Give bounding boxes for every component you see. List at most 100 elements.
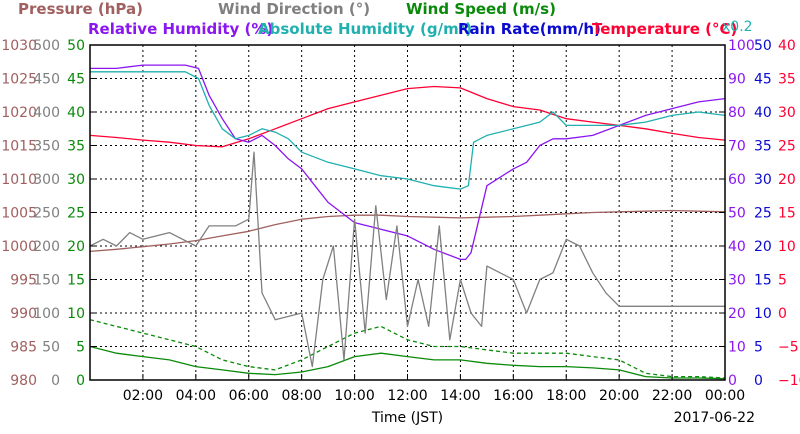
y-tick-label: 0	[778, 306, 787, 322]
y-tick-label: 15	[754, 273, 772, 289]
y-tick-label: 990	[10, 306, 37, 322]
axes	[89, 44, 726, 381]
date-label: 2017-06-22	[674, 410, 755, 426]
x-tick-label: 10:00	[334, 388, 374, 404]
y-tick-label: 40	[778, 38, 796, 54]
y-tick-label: 40	[754, 105, 772, 121]
y-tick-label: 20	[754, 239, 772, 255]
y-tick-label: 40	[67, 105, 85, 121]
x-tick-label: 16:00	[493, 388, 533, 404]
y-tick-label: 980	[10, 373, 37, 389]
y-tick-label: 250	[33, 206, 60, 222]
series-line	[89, 209, 726, 253]
y-tick-label: 1030	[1, 38, 37, 54]
y-tick-label: 25	[778, 139, 796, 155]
x-tick-label: 00:00	[705, 388, 745, 404]
y-tick-label: −10	[778, 373, 800, 389]
y-tick-label: 70	[728, 139, 746, 155]
y-tick-label: 1005	[1, 206, 37, 222]
y-tick-label: 200	[33, 239, 60, 255]
y-tick-label: 300	[33, 172, 60, 188]
y-tick-label: 40	[728, 239, 746, 255]
y-tick-label: 5	[778, 273, 787, 289]
y-tick-label: 45	[754, 72, 772, 88]
x-tick-label: 06:00	[229, 388, 269, 404]
y-tick-label: 150	[33, 273, 60, 289]
legend-entry: Relative Humidity (%)	[88, 20, 273, 38]
x-tick-label: 18:00	[546, 388, 586, 404]
x-axis-label: Time (JST)	[371, 410, 443, 426]
y-tick-label: 1010	[1, 172, 37, 188]
y-tick-label: 15	[778, 206, 796, 222]
y-tick-label: 500	[33, 38, 60, 54]
x-tick-label: 20:00	[599, 388, 639, 404]
y-tick-label: 1015	[1, 139, 37, 155]
x-tick-label: 08:00	[281, 388, 321, 404]
y-tick-label: 35	[754, 139, 772, 155]
series-line	[90, 71, 726, 190]
y-tick-label: 35	[778, 72, 796, 88]
y-tick-label: 5	[754, 340, 763, 356]
y-tick-label: 45	[67, 72, 85, 88]
y-tick-label: 50	[754, 38, 772, 54]
x-tick-label: 14:00	[440, 388, 480, 404]
y-tick-label: 25	[67, 206, 85, 222]
legend-entry: Wind Direction (°)	[218, 0, 370, 18]
series-line	[89, 345, 726, 380]
y-tick-label: 0	[728, 373, 737, 389]
legend-entry: Absolute Humidity (g/m³)	[258, 20, 472, 38]
legend-entry: Rain Rate(mm/h)	[458, 20, 601, 38]
y-tick-label: 20	[778, 172, 796, 188]
y-tick-label: 10	[67, 306, 85, 322]
y-tick-label: 1000	[1, 239, 37, 255]
y-tick-label: 60	[728, 172, 746, 188]
y-tick-label: 1020	[1, 105, 37, 121]
y-tick-label: 100	[728, 38, 755, 54]
y-tick-label: 30	[728, 273, 746, 289]
x-tick-label: 22:00	[652, 388, 692, 404]
y-tick-label: 90	[728, 72, 746, 88]
legend-entry: Temperature (°C)	[592, 20, 737, 38]
y-tick-label: 0	[76, 373, 85, 389]
y-tick-label: 80	[728, 105, 746, 121]
labels: 02:00 04:00 06:00 08:00 10:00 12:00 14:00 16:00…	[1, 38, 800, 426]
y-tick-label: 350	[33, 139, 60, 155]
plot-area	[89, 45, 726, 380]
y-tick-label: −5	[778, 340, 799, 356]
y-tick-label: 10	[728, 340, 746, 356]
y-tick-label: 995	[10, 273, 37, 289]
x-tick-label: 12:00	[387, 388, 427, 404]
series-line	[89, 319, 726, 379]
y-tick-label: 15	[67, 273, 85, 289]
y-tick-label: 50	[67, 38, 85, 54]
y-tick-label: 0	[51, 373, 60, 389]
legend: Pressure (hPa) Wind Direction (°) Wind Spe…	[18, 0, 753, 38]
y-tick-label: 25	[754, 206, 772, 222]
y-tick-label: 50	[728, 206, 746, 222]
y-tick-label: 100	[33, 306, 60, 322]
y-tick-label: 50	[42, 340, 60, 356]
y-tick-label: 20	[728, 306, 746, 322]
y-tick-label: 10	[778, 239, 796, 255]
y-tick-label: 0	[754, 373, 763, 389]
legend-entry: Pressure (hPa)	[18, 0, 143, 18]
series-line	[89, 151, 725, 368]
y-tick-label: 30	[67, 172, 85, 188]
legend-entry: Wind Speed (m/s)	[406, 0, 556, 18]
y-tick-label: 20	[67, 239, 85, 255]
x-tick-label: 04:00	[176, 388, 216, 404]
y-tick-label: 35	[67, 139, 85, 155]
y-tick-label: 450	[33, 72, 60, 88]
y-tick-label: 1025	[1, 72, 37, 88]
x-tick-label: 02:00	[123, 388, 163, 404]
y-tick-label: 985	[10, 340, 37, 356]
series-line	[90, 64, 726, 261]
y-tick-label: 30	[778, 105, 796, 121]
y-tick-label: 400	[33, 105, 60, 121]
y-tick-label: 5	[76, 340, 85, 356]
legend-scale-note: x0.2	[722, 19, 753, 35]
y-tick-label: 10	[754, 306, 772, 322]
y-tick-label: 30	[754, 172, 772, 188]
